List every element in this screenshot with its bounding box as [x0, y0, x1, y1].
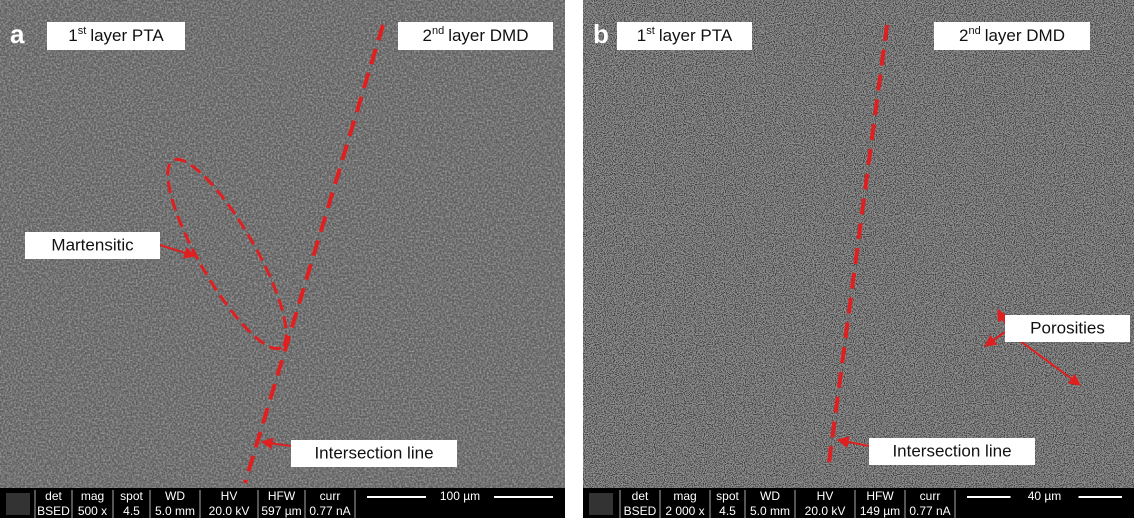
info-value: 4.5: [719, 504, 736, 518]
info-header: mag: [673, 489, 696, 503]
label-number: 2: [959, 26, 968, 45]
info-header: spot: [716, 489, 739, 503]
label-text: layer DMD: [985, 26, 1065, 45]
label-number: 2: [422, 26, 431, 45]
info-value: BSED: [624, 504, 657, 518]
annotation: Intersection line: [314, 443, 433, 462]
info-value: 0.77 nA: [309, 504, 350, 518]
label-superscript: nd: [432, 25, 444, 37]
info-header: HFW: [268, 489, 296, 503]
info-value: 20.0 kV: [805, 504, 846, 518]
info-header: det: [45, 489, 62, 503]
label-text: layer PTA: [90, 26, 164, 45]
info-header: det: [632, 489, 649, 503]
annotation: Intersection line: [892, 441, 1011, 460]
annotation: Porosities: [1030, 318, 1105, 337]
label-number: 1: [68, 26, 77, 45]
panel-letter: b: [593, 19, 609, 49]
detector-icon: [589, 493, 613, 515]
label-number: 1: [637, 26, 646, 45]
info-header: curr: [320, 489, 341, 503]
info-header: curr: [920, 489, 941, 503]
info-value: 5.0 mm: [155, 504, 195, 518]
info-value: 2 000 x: [665, 504, 704, 518]
panel-letter: a: [10, 19, 25, 49]
figure: a1stlayer PTA2ndlayer DMDMartensiticInte…: [0, 0, 1134, 518]
panels: a1stlayer PTA2ndlayer DMDMartensiticInte…: [0, 0, 1134, 518]
detector-icon: [6, 493, 30, 515]
info-value: 597 µm: [261, 504, 301, 518]
info-value: BSED: [37, 504, 70, 518]
label-text: layer DMD: [448, 26, 528, 45]
scale-bar-label: 40 µm: [1028, 489, 1062, 503]
info-value: 5.0 mm: [750, 504, 790, 518]
label-text: layer PTA: [659, 26, 733, 45]
info-value: 149 µm: [860, 504, 900, 518]
info-header: WD: [760, 489, 780, 503]
info-value: 500 x: [78, 504, 107, 518]
annotation: Martensitic: [51, 235, 134, 254]
info-header: mag: [81, 489, 104, 503]
info-header: HV: [817, 489, 834, 503]
info-header: HV: [221, 489, 238, 503]
info-value: 0.77 nA: [909, 504, 950, 518]
info-header: spot: [120, 489, 143, 503]
info-header: HFW: [866, 489, 894, 503]
label-superscript: st: [78, 25, 87, 37]
micrograph-texture: [583, 0, 1134, 488]
info-value: 20.0 kV: [209, 504, 250, 518]
label-superscript: st: [646, 25, 655, 37]
panel: b 1st layer PTA 2nd layer DMD Porosities Inter…: [583, 0, 1134, 518]
scale-bar-label: 100 µm: [440, 489, 480, 503]
info-value: 4.5: [123, 504, 140, 518]
label-superscript: nd: [968, 25, 980, 37]
info-header: WD: [165, 489, 185, 503]
